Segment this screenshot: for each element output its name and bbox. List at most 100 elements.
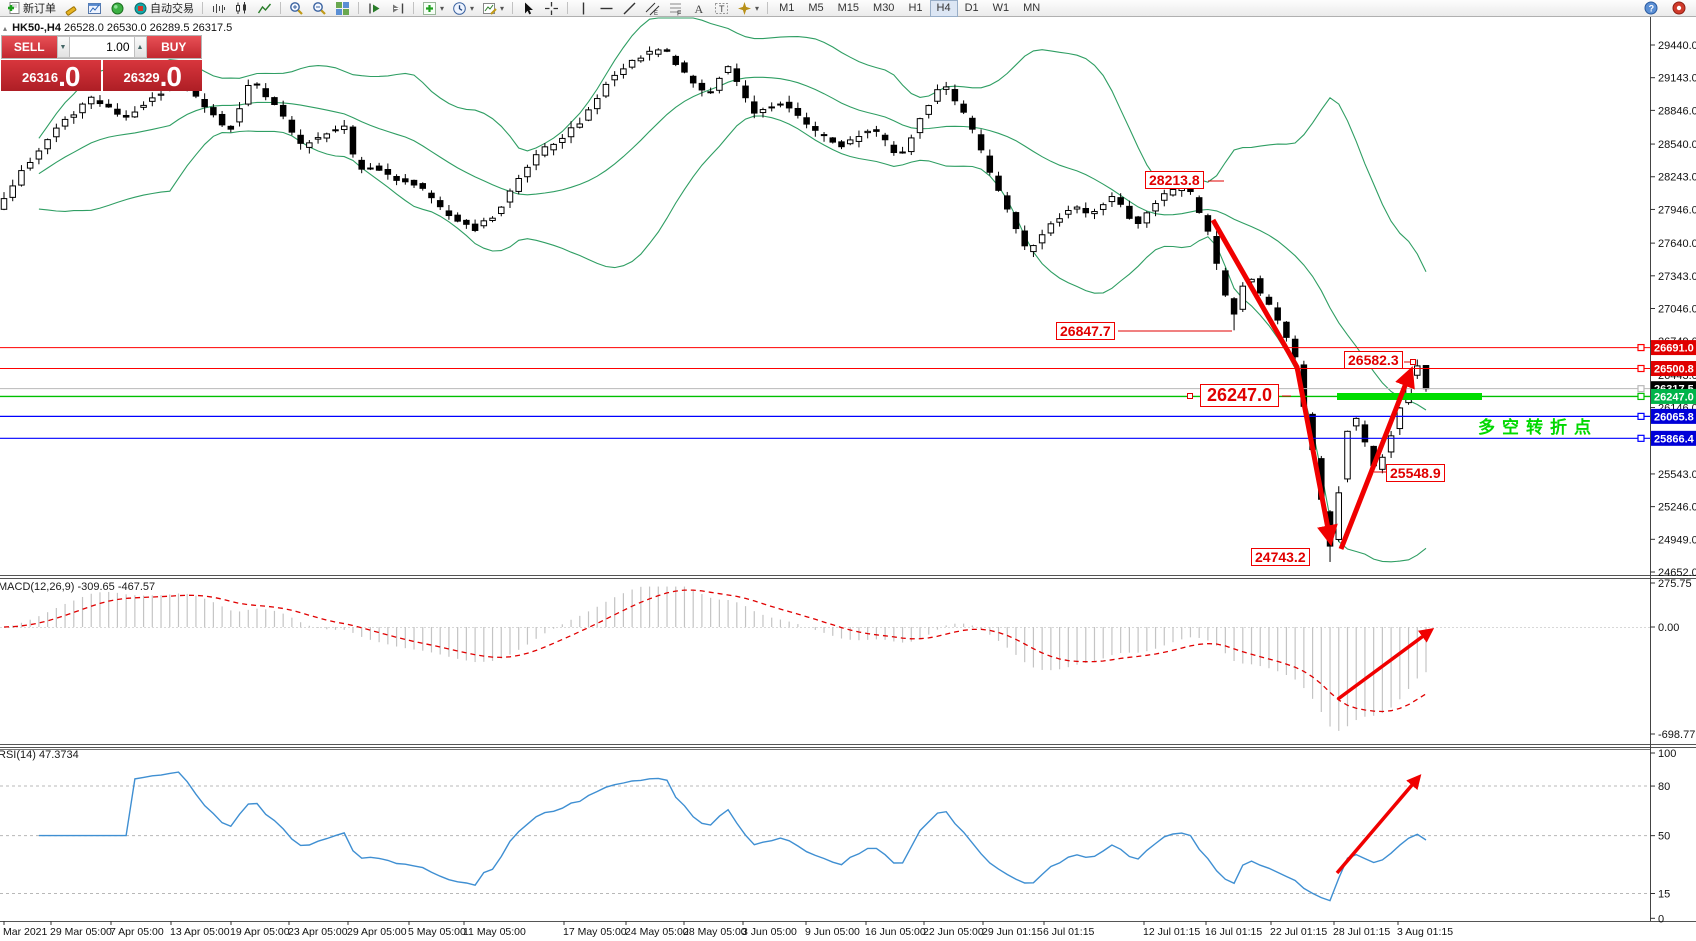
vertical-line-button[interactable]: [572, 0, 595, 17]
arrows-button[interactable]: ▾: [733, 0, 763, 17]
zoom-out-button[interactable]: [308, 0, 331, 17]
chart-ohlc-values: 26528.0 26530.0 26289.5 26317.5: [64, 22, 233, 34]
bull-candle: [70, 114, 78, 118]
volume-increase-button[interactable]: ▲: [133, 36, 147, 58]
price-annotation-label[interactable]: 26247.0: [1200, 384, 1280, 407]
date-label: 23 Apr 05:00: [288, 926, 348, 938]
help-button[interactable]: ?: [1640, 0, 1662, 17]
volume-input[interactable]: [69, 36, 134, 58]
bear-candle: [436, 200, 444, 208]
bull-bear-turning-point-text[interactable]: 多空转折点: [1478, 418, 1598, 437]
bear-candle: [1265, 296, 1273, 305]
date-label: 6 Jul 01:15: [1043, 926, 1095, 938]
trend-arrow[interactable]: [1336, 627, 1435, 701]
tf-mn[interactable]: MN: [1016, 0, 1047, 17]
bull-candle: [759, 109, 767, 114]
record-button[interactable]: [1668, 0, 1690, 17]
volume-decrease-button[interactable]: ▼: [56, 36, 70, 58]
tf-m15[interactable]: M15: [831, 0, 866, 17]
styler-button[interactable]: [60, 0, 83, 17]
tile-windows-button[interactable]: [331, 0, 354, 17]
tf-m1[interactable]: M1: [772, 0, 801, 17]
bear-candle: [1126, 205, 1133, 219]
add-indicator-button[interactable]: ▾: [418, 0, 448, 17]
date-label: 22 Jul 01:15: [1270, 926, 1327, 938]
zoom-in-button[interactable]: [285, 0, 308, 17]
horizontal-line-button[interactable]: [595, 0, 618, 17]
price-annotation-label[interactable]: 26582.3: [1344, 351, 1403, 369]
new-order-icon: [6, 1, 21, 16]
templates-button[interactable]: ▾: [478, 0, 508, 17]
quotes-button[interactable]: [106, 0, 129, 17]
price-annotation-label[interactable]: 25548.9: [1386, 464, 1445, 482]
dropdown-arrow-icon[interactable]: ▾: [500, 3, 505, 13]
bull-candle: [942, 86, 950, 90]
bull-candle: [1335, 492, 1343, 540]
tf-h4[interactable]: H4: [929, 0, 958, 17]
text-icon: A: [691, 1, 706, 16]
dropdown-arrow-icon[interactable]: ▾: [755, 3, 760, 13]
sell-price[interactable]: 26316.0: [1, 60, 101, 91]
vertical-line-icon: [576, 1, 591, 16]
rsi-axis-label: 0: [1658, 913, 1664, 925]
price-tick-label: 24652.0: [1658, 567, 1696, 579]
fibonacci-button[interactable]: F: [664, 0, 687, 17]
text-button[interactable]: A: [687, 0, 710, 17]
sell-button[interactable]: SELL: [2, 36, 57, 58]
auto-trading-button[interactable]: 自动交易: [129, 0, 198, 17]
bar-chart-button[interactable]: [207, 0, 230, 17]
fibonacci-icon: F: [668, 1, 683, 16]
tf-m30[interactable]: M30: [866, 0, 901, 17]
trend-arrow[interactable]: [1338, 366, 1415, 550]
green-highlight-bar[interactable]: [1337, 393, 1482, 400]
crosshair-button[interactable]: [540, 0, 563, 17]
price-annotation-label[interactable]: 28213.8: [1145, 171, 1204, 189]
annotation-anchor: [1187, 393, 1193, 399]
chart-shift-button[interactable]: [386, 0, 409, 17]
chart-window-button[interactable]: [83, 0, 106, 17]
buy-button[interactable]: BUY: [146, 36, 201, 58]
collapse-caret-icon[interactable]: ▴: [3, 24, 8, 33]
trend-arrow[interactable]: [1335, 774, 1422, 875]
chart-area[interactable]: 29440.0 29143.0 28846.0 28540.0 28243.0 27946…: [0, 17, 1696, 941]
level-line-anchor: [1637, 412, 1645, 420]
tf-d1[interactable]: D1: [958, 0, 986, 17]
tf-w1[interactable]: W1: [986, 0, 1017, 17]
bear-candle: [227, 125, 235, 130]
channel-button[interactable]: E: [641, 0, 664, 17]
trendline-button[interactable]: [618, 0, 641, 17]
auto-trading-button-label: 自动交易: [150, 3, 194, 15]
new-order-button[interactable]: 新订单: [2, 0, 60, 17]
price-tick-label: 27343.0: [1658, 271, 1696, 283]
candlestick-chart-button[interactable]: [230, 0, 253, 17]
tf-h1[interactable]: H1: [901, 0, 929, 17]
line-chart-icon: [257, 1, 272, 16]
bear-candle: [375, 165, 383, 171]
bull-candle: [655, 49, 662, 55]
dropdown-arrow-icon[interactable]: ▾: [440, 3, 445, 13]
bear-candle: [1230, 298, 1238, 315]
tf-m5[interactable]: M5: [801, 0, 830, 17]
date-label: 7 Apr 05:00: [110, 926, 164, 938]
dropdown-arrow-icon[interactable]: ▾: [470, 3, 475, 13]
date-label: 29 Jun 01:15: [982, 926, 1043, 938]
date-label: Mar 2021: [3, 926, 48, 938]
buy-price[interactable]: 26329.0: [102, 60, 202, 91]
bear-candle: [977, 134, 985, 151]
auto-scroll-button[interactable]: [363, 0, 386, 17]
line-chart-button[interactable]: [253, 0, 276, 17]
cursor-button[interactable]: [517, 0, 540, 17]
price-tick-label: 28243.0: [1658, 172, 1696, 184]
price-annotation-label[interactable]: 26847.7: [1056, 322, 1115, 340]
periods-button[interactable]: ▾: [448, 0, 478, 17]
bull-candle: [1396, 407, 1404, 430]
text-label-button[interactable]: T: [710, 0, 733, 17]
date-label: 3 Aug 01:15: [1397, 926, 1453, 938]
bear-candle: [733, 68, 741, 82]
bear-candle: [751, 101, 758, 114]
bear-candle: [297, 134, 304, 144]
price-annotation-label[interactable]: 24743.2: [1251, 548, 1310, 566]
trend-arrow[interactable]: [1210, 218, 1338, 547]
level-line-anchor: [1637, 392, 1645, 401]
bear-candle: [105, 103, 112, 108]
